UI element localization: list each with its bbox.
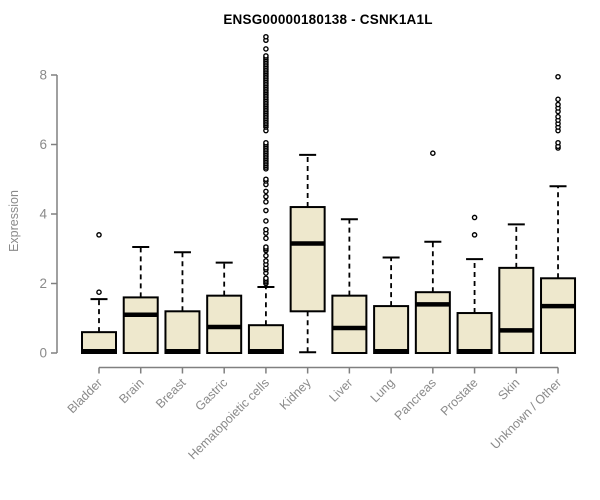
x-category-label: Lung: [368, 376, 398, 406]
y-tick-label: 8: [39, 68, 47, 83]
outlier-point: [471, 214, 478, 221]
outlier-point: [471, 232, 478, 238]
y-tick-label: 6: [39, 137, 47, 152]
boxplot-lung: [373, 256, 410, 354]
iqr-box: [540, 277, 577, 355]
boxplot-liver: [331, 218, 368, 355]
iqr-box: [289, 206, 326, 313]
outlier-point: [263, 226, 269, 233]
outlier-point: [263, 139, 269, 146]
boxplot-breast: [164, 251, 201, 354]
boxplot-pancreas: [414, 150, 451, 354]
outlier-point: [263, 176, 269, 183]
y-tick-label: 4: [39, 207, 47, 222]
outlier-point: [263, 188, 269, 195]
x-category-label: Breast: [153, 375, 189, 411]
iqr-box: [331, 294, 368, 355]
outlier-point: [96, 232, 102, 238]
chart-title: ENSG00000180138 - CSNK1A1L: [223, 12, 433, 27]
x-category-label: Brain: [116, 376, 147, 407]
x-category-label: Skin: [495, 376, 522, 403]
boxplot-kidney: [289, 153, 326, 354]
outlier-point: [263, 275, 269, 282]
outlier-point: [263, 258, 269, 264]
outlier-point: [263, 218, 269, 224]
x-category-label: Liver: [326, 376, 355, 405]
x-category-label: Hematopoietic cells: [185, 376, 272, 463]
outlier-point: [263, 235, 269, 242]
outlier-point: [263, 199, 269, 205]
y-tick-label: 2: [39, 276, 47, 291]
y-tick-label: 0: [39, 346, 47, 361]
iqr-box: [206, 294, 243, 355]
outlier-point: [555, 101, 561, 108]
iqr-box: [247, 324, 284, 355]
outlier-point: [263, 46, 269, 52]
outlier-point: [263, 207, 269, 214]
iqr-box: [164, 310, 201, 354]
x-category-label: Pancreas: [392, 376, 439, 423]
x-category-label: Unknown / Other: [488, 376, 564, 452]
boxplot-brain: [122, 246, 159, 354]
boxplot-gastric: [206, 261, 243, 355]
boxplot-bladder: [81, 232, 117, 354]
iqr-box: [414, 291, 451, 354]
outlier-point: [555, 96, 561, 103]
outlier-point: [96, 289, 102, 295]
outlier-point: [263, 193, 269, 200]
boxplot-hematopoietic-cells: [247, 33, 284, 355]
outlier-point: [263, 252, 269, 259]
outlier-point: [263, 244, 269, 250]
iqr-box: [498, 266, 535, 354]
outlier-point: [555, 113, 561, 120]
outlier-point: [263, 53, 269, 59]
x-category-label: Prostate: [438, 376, 481, 419]
boxplot-prostate: [456, 214, 493, 355]
outlier-point: [555, 73, 561, 80]
boxplot-skin: [498, 223, 535, 354]
iqr-box: [373, 305, 410, 354]
x-category-label: Gastric: [192, 376, 230, 414]
outlier-point: [555, 139, 561, 146]
y-axis: 0 2 4 6 8: [39, 68, 58, 361]
iqr-box: [122, 296, 159, 354]
x-category-label: Kidney: [277, 375, 314, 412]
outlier-point: [430, 150, 436, 156]
outlier-point: [263, 33, 269, 40]
x-category-label: Bladder: [65, 376, 105, 416]
boxplot-unknown-other: [540, 73, 577, 355]
iqr-box: [456, 312, 493, 355]
